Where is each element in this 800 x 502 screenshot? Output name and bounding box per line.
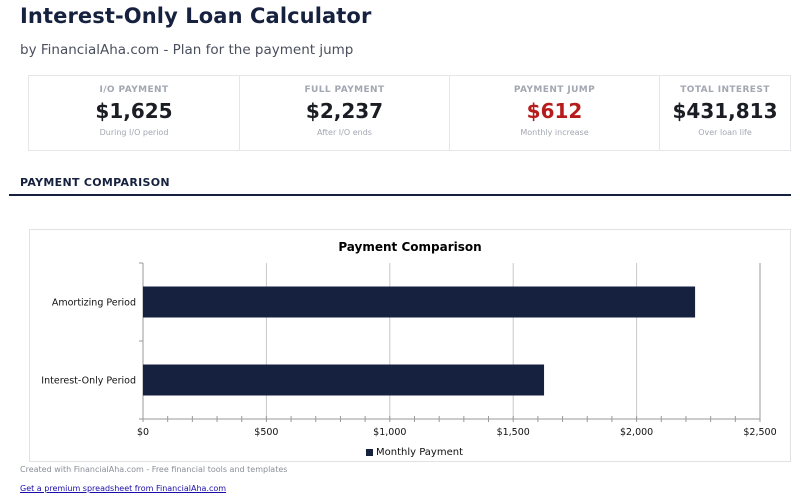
kpi-caption: Monthly increase xyxy=(520,128,589,137)
x-tick-label: $2,500 xyxy=(743,427,776,438)
x-tick-label: $1,500 xyxy=(497,427,530,438)
section-divider xyxy=(9,194,791,196)
bar-interest-only-period xyxy=(143,364,545,396)
category-label: Interest-Only Period xyxy=(41,376,136,387)
kpi-value: $431,813 xyxy=(672,99,778,123)
bar-amortizing-period xyxy=(143,286,696,318)
kpi-summary-row: I/O PAYMENT $1,625 During I/O period FULL P… xyxy=(28,75,791,151)
kpi-caption: After I/O ends xyxy=(317,128,372,137)
page-title: Interest-Only Loan Calculator xyxy=(20,4,372,28)
legend-label: Monthly Payment xyxy=(376,447,463,458)
kpi-caption: Over loan life xyxy=(698,128,752,137)
x-tick-label: $0 xyxy=(137,427,149,438)
kpi-label: I/O PAYMENT xyxy=(99,85,169,95)
kpi-card: FULL PAYMENT $2,237 After I/O ends xyxy=(240,76,450,150)
section-title: PAYMENT COMPARISON xyxy=(20,176,170,189)
premium-spreadsheet-link[interactable]: Get a premium spreadsheet from Financial… xyxy=(20,484,227,493)
x-tick-label: $1,000 xyxy=(373,427,406,438)
x-tick-label: $500 xyxy=(254,427,278,438)
chart-plot: Amortizing Period Interest-Only Period $0 $… xyxy=(41,262,777,438)
kpi-caption: During I/O period xyxy=(99,128,169,137)
kpi-label: PAYMENT JUMP xyxy=(513,85,596,95)
chart-title: Payment Comparison xyxy=(338,240,482,254)
kpi-value: $1,625 xyxy=(95,99,173,123)
kpi-card: I/O PAYMENT $1,625 During I/O period xyxy=(29,76,240,150)
kpi-label: FULL PAYMENT xyxy=(304,85,385,95)
kpi-card: PAYMENT JUMP $612 Monthly increase xyxy=(450,76,660,150)
chart-legend: Monthly Payment xyxy=(366,447,463,458)
category-label: Amortizing Period xyxy=(52,298,136,309)
payment-comparison-chart: Amortizing Period Interest-Only Period $0 $… xyxy=(29,229,791,462)
kpi-value: $612 xyxy=(526,99,583,123)
x-tick-label: $2,000 xyxy=(620,427,653,438)
kpi-label: TOTAL INTEREST xyxy=(680,85,770,95)
page-subtitle: by FinancialAha.com - Plan for the payme… xyxy=(20,42,354,58)
footer-note: Created with FinancialAha.com - Free fin… xyxy=(20,465,288,474)
legend-swatch-icon xyxy=(366,449,373,456)
kpi-value: $2,237 xyxy=(305,99,384,123)
kpi-card: TOTAL INTEREST $431,813 Over loan life xyxy=(660,76,790,150)
